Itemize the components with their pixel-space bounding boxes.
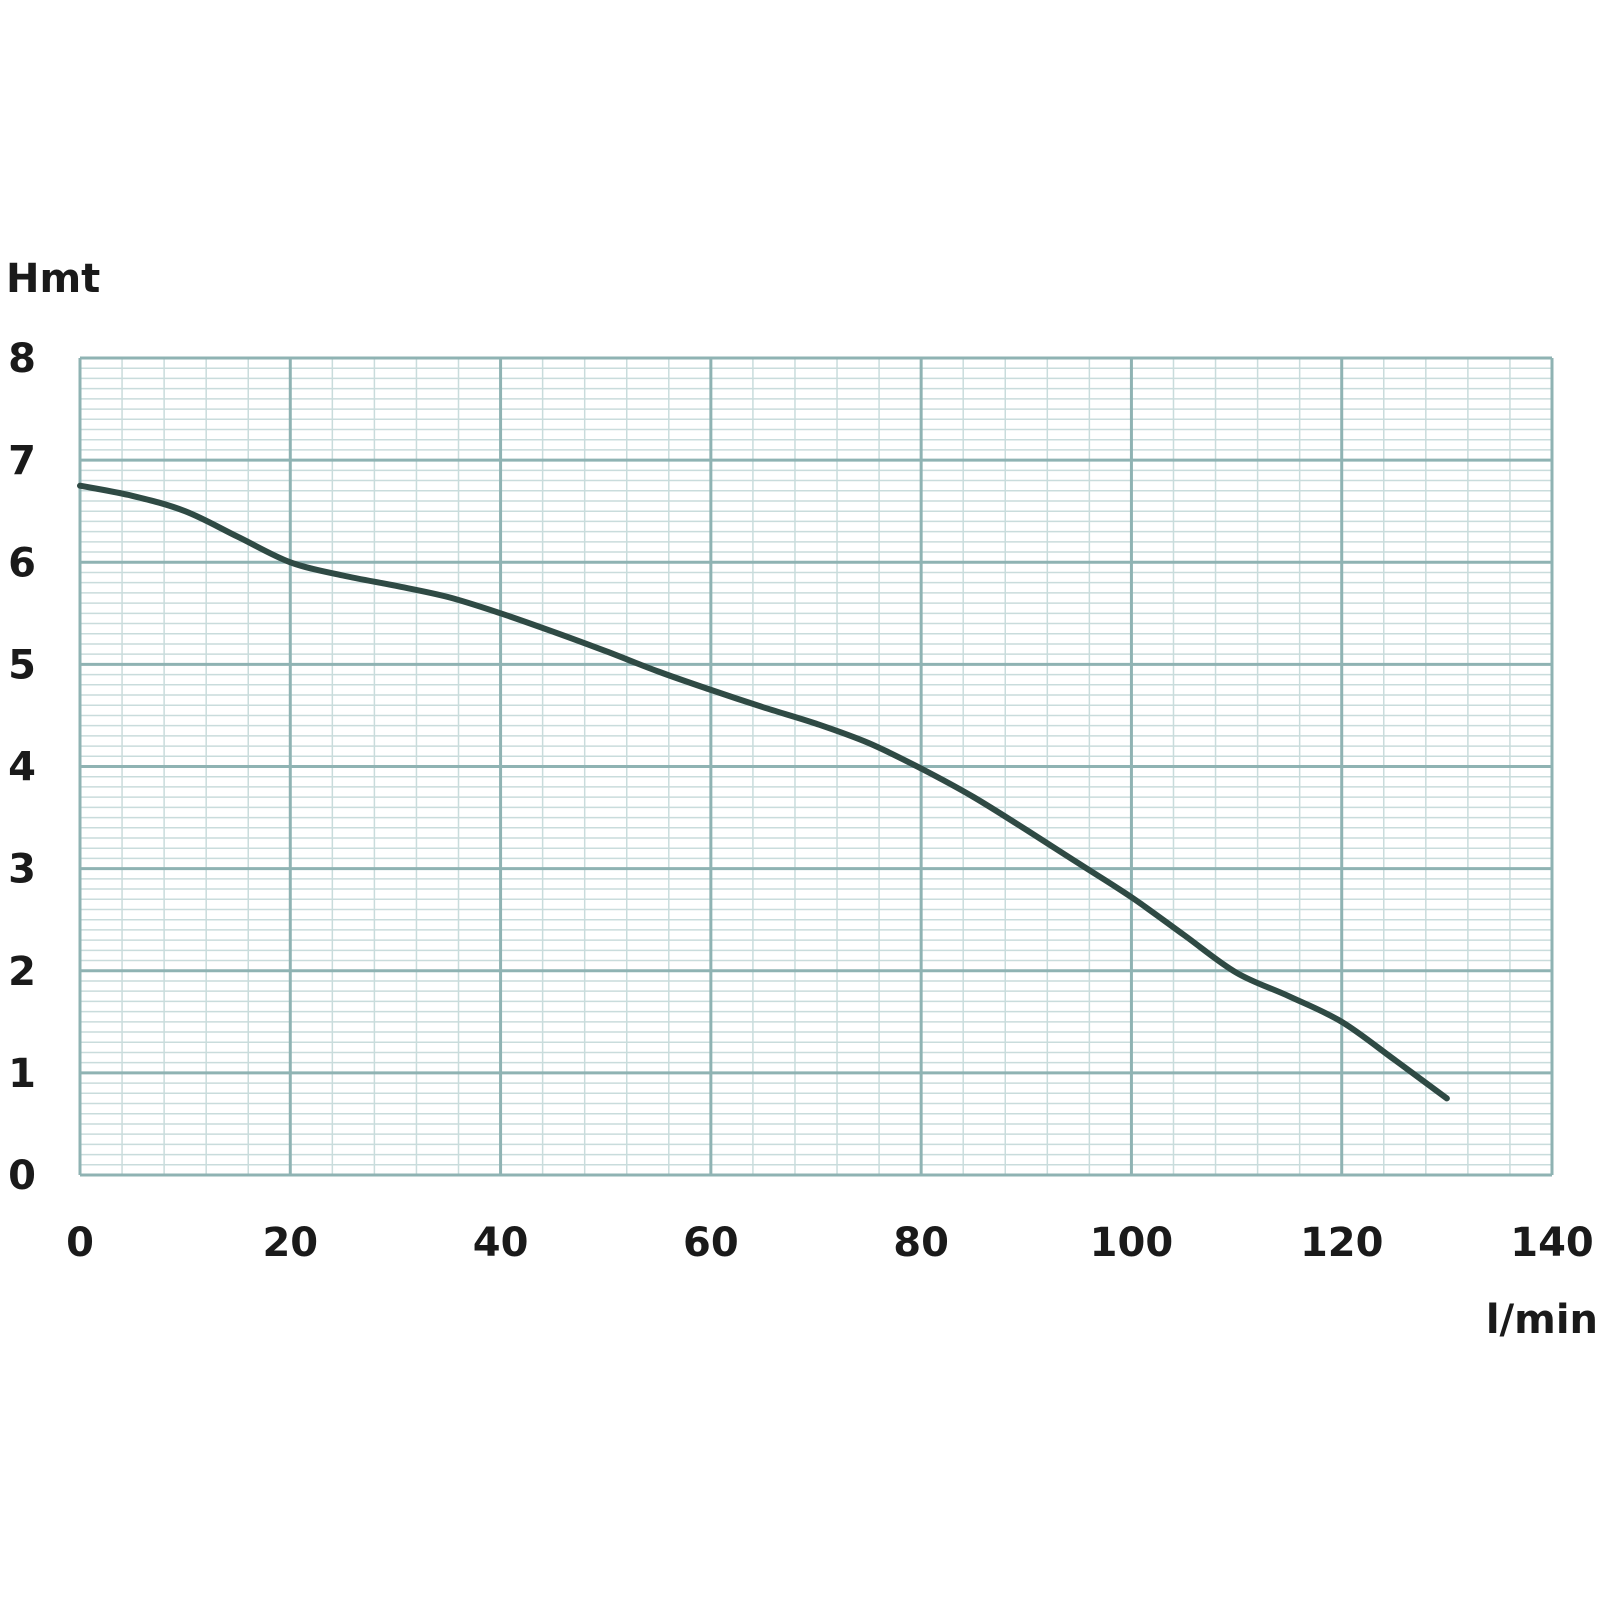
y-tick-label: 4 [8, 745, 36, 791]
x-tick-label: 40 [473, 1220, 529, 1266]
y-tick-label: 8 [8, 336, 36, 382]
x-axis-title: l/min [1486, 1297, 1598, 1343]
x-tick-label: 20 [262, 1220, 318, 1266]
major-gridlines [78, 356, 1554, 1177]
x-tick-label: 120 [1300, 1220, 1384, 1266]
y-tick-label: 7 [8, 438, 36, 484]
y-tick-label: 1 [8, 1051, 36, 1097]
y-tick-label: 0 [8, 1153, 36, 1199]
x-tick-label: 80 [893, 1220, 949, 1266]
x-tick-label: 100 [1090, 1220, 1174, 1266]
y-axis-title: Hmt [6, 256, 100, 302]
series-line [77, 482, 1450, 1102]
y-tick-label: 2 [8, 949, 36, 995]
x-tick-label: 60 [683, 1220, 739, 1266]
y-tick-labels: 0 1 2 3 4 5 6 7 8 [8, 336, 36, 1199]
x-tick-label: 140 [1510, 1220, 1594, 1266]
y-tick-label: 5 [8, 642, 36, 688]
y-tick-label: 6 [8, 540, 36, 586]
x-tick-labels: 0 20 40 60 80 100 120 140 [66, 1220, 1594, 1266]
x-tick-label: 0 [66, 1220, 94, 1266]
y-tick-label: 3 [8, 847, 36, 893]
series-layer [77, 482, 1450, 1102]
